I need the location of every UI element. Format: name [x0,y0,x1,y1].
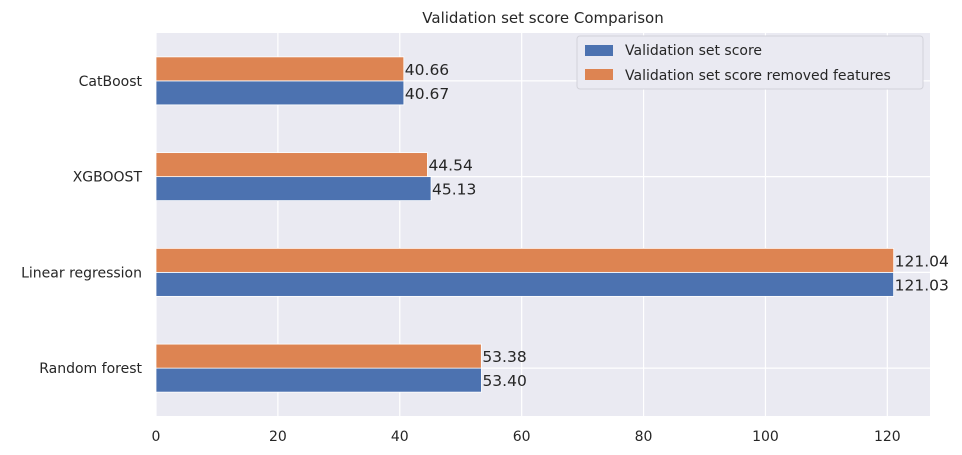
legend-swatch-series-1 [585,45,613,56]
legend-label-series-1: Validation set score [625,43,762,59]
data-label: 53.40 [482,372,526,390]
x-tick-label: 40 [391,429,409,445]
bars: 53.40 53.38 121.03 121.04 45.13 44.54 40.67 40.… [155,56,949,393]
bar-series-2 [155,152,428,178]
data-label: 121.04 [895,252,949,270]
y-tick-label: Random forest [39,361,142,377]
x-tick-label: 0 [152,429,161,445]
data-label: 44.54 [428,157,472,175]
legend-label-series-2: Validation set score removed features [625,68,891,84]
x-tick-label: 60 [513,429,531,445]
y-tick-label: CatBoost [79,74,143,90]
data-label: 121.03 [895,276,949,294]
bar-series-1 [155,367,482,393]
y-tick-label: Linear regression [21,265,142,281]
x-tick-label: 80 [635,429,653,445]
x-axis-tick-labels: 0 20 40 60 80 100 120 [152,429,901,445]
data-label: 40.67 [405,85,449,103]
data-label: 40.66 [405,61,449,79]
bar-series-1 [155,176,432,202]
bar-series-2 [155,343,482,369]
x-tick-label: 20 [269,429,287,445]
legend: Validation set score Validation set scor… [576,35,924,90]
bar-series-1 [155,271,895,297]
x-tick-label: 120 [874,429,901,445]
chart-title: Validation set score Comparison [422,9,663,27]
bar-series-2 [155,247,895,273]
y-tick-label: XGBOOST [73,170,143,186]
x-tick-label: 100 [752,429,779,445]
data-label: 53.38 [482,348,526,366]
y-axis-tick-labels: Random forest Linear regression XGBOOST Cat… [21,74,142,377]
bar-series-1 [155,80,405,106]
legend-swatch-series-2 [585,69,613,80]
legend-box [576,35,924,90]
data-label: 45.13 [432,181,476,199]
bar-series-2 [155,56,405,82]
